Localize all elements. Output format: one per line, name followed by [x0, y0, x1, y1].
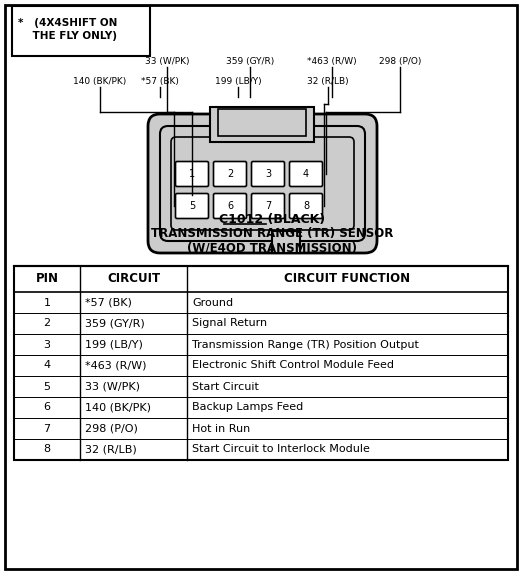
- Bar: [218, 109, 306, 136]
- Bar: [14, 266, 508, 292]
- FancyBboxPatch shape: [290, 193, 323, 219]
- Text: 298 (P/O): 298 (P/O): [85, 424, 138, 433]
- Text: 8: 8: [303, 201, 309, 211]
- Text: TRANSMISSION RANGE (TR) SENSOR: TRANSMISSION RANGE (TR) SENSOR: [151, 227, 393, 241]
- FancyBboxPatch shape: [160, 126, 365, 241]
- Text: 33 (W/PK): 33 (W/PK): [85, 382, 140, 391]
- Text: 4: 4: [43, 360, 51, 370]
- Text: Signal Return: Signal Return: [192, 319, 267, 328]
- FancyBboxPatch shape: [175, 193, 208, 219]
- Text: Backup Lamps Feed: Backup Lamps Feed: [192, 402, 303, 413]
- Text: 199 (LB/Y): 199 (LB/Y): [215, 77, 262, 86]
- Text: 199 (LB/Y): 199 (LB/Y): [85, 339, 143, 350]
- Text: Electronic Shift Control Module Feed: Electronic Shift Control Module Feed: [192, 360, 394, 370]
- Text: THE FLY ONLY): THE FLY ONLY): [18, 31, 117, 41]
- Text: 3: 3: [265, 169, 271, 179]
- FancyBboxPatch shape: [148, 114, 377, 253]
- Text: Ground: Ground: [192, 297, 233, 308]
- Text: 6: 6: [43, 402, 51, 413]
- Text: CIRCUIT FUNCTION: CIRCUIT FUNCTION: [284, 273, 411, 285]
- Text: 33 (W/PK): 33 (W/PK): [145, 57, 189, 66]
- Text: *57 (BK): *57 (BK): [85, 297, 132, 308]
- FancyBboxPatch shape: [252, 193, 284, 219]
- Text: PIN: PIN: [35, 273, 58, 285]
- Text: 2: 2: [227, 169, 233, 179]
- Text: 6: 6: [227, 201, 233, 211]
- Text: 32 (R/LB): 32 (R/LB): [85, 444, 137, 455]
- Text: C1012 (BLACK): C1012 (BLACK): [219, 214, 325, 227]
- Text: 359 (GY/R): 359 (GY/R): [226, 57, 274, 66]
- Text: *463 (R/W): *463 (R/W): [307, 57, 357, 66]
- FancyBboxPatch shape: [213, 193, 246, 219]
- Text: *   (4X4SHIFT ON: * (4X4SHIFT ON: [18, 18, 117, 28]
- Text: Start Circuit to Interlock Module: Start Circuit to Interlock Module: [192, 444, 370, 455]
- Text: 5: 5: [189, 201, 195, 211]
- Text: 7: 7: [265, 201, 271, 211]
- Text: Transmission Range (TR) Position Output: Transmission Range (TR) Position Output: [192, 339, 419, 350]
- Text: 2: 2: [43, 319, 51, 328]
- Text: 359 (GY/R): 359 (GY/R): [85, 319, 145, 328]
- Text: 5: 5: [43, 382, 51, 391]
- Text: 4: 4: [303, 169, 309, 179]
- Text: 32 (R/LB): 32 (R/LB): [307, 77, 349, 86]
- Bar: [272, 231, 300, 253]
- Text: Hot in Run: Hot in Run: [192, 424, 250, 433]
- Text: Start Circuit: Start Circuit: [192, 382, 259, 391]
- Text: 1: 1: [189, 169, 195, 179]
- FancyBboxPatch shape: [171, 137, 354, 230]
- Text: (W/E4OD TRANSMISSION): (W/E4OD TRANSMISSION): [187, 242, 357, 254]
- Text: 140 (BK/PK): 140 (BK/PK): [85, 402, 151, 413]
- Text: 8: 8: [43, 444, 51, 455]
- FancyBboxPatch shape: [213, 161, 246, 187]
- FancyBboxPatch shape: [290, 161, 323, 187]
- FancyBboxPatch shape: [252, 161, 284, 187]
- Text: 1: 1: [43, 297, 51, 308]
- Text: *57 (BK): *57 (BK): [141, 77, 179, 86]
- Text: *463 (R/W): *463 (R/W): [85, 360, 147, 370]
- Text: 140 (BK/PK): 140 (BK/PK): [74, 77, 127, 86]
- Bar: [210, 107, 314, 142]
- Text: 3: 3: [43, 339, 51, 350]
- Bar: [14, 266, 508, 460]
- FancyBboxPatch shape: [175, 161, 208, 187]
- Text: 7: 7: [43, 424, 51, 433]
- Text: 298 (P/O): 298 (P/O): [379, 57, 421, 66]
- Text: CIRCUIT: CIRCUIT: [107, 273, 160, 285]
- Bar: [12, 6, 150, 56]
